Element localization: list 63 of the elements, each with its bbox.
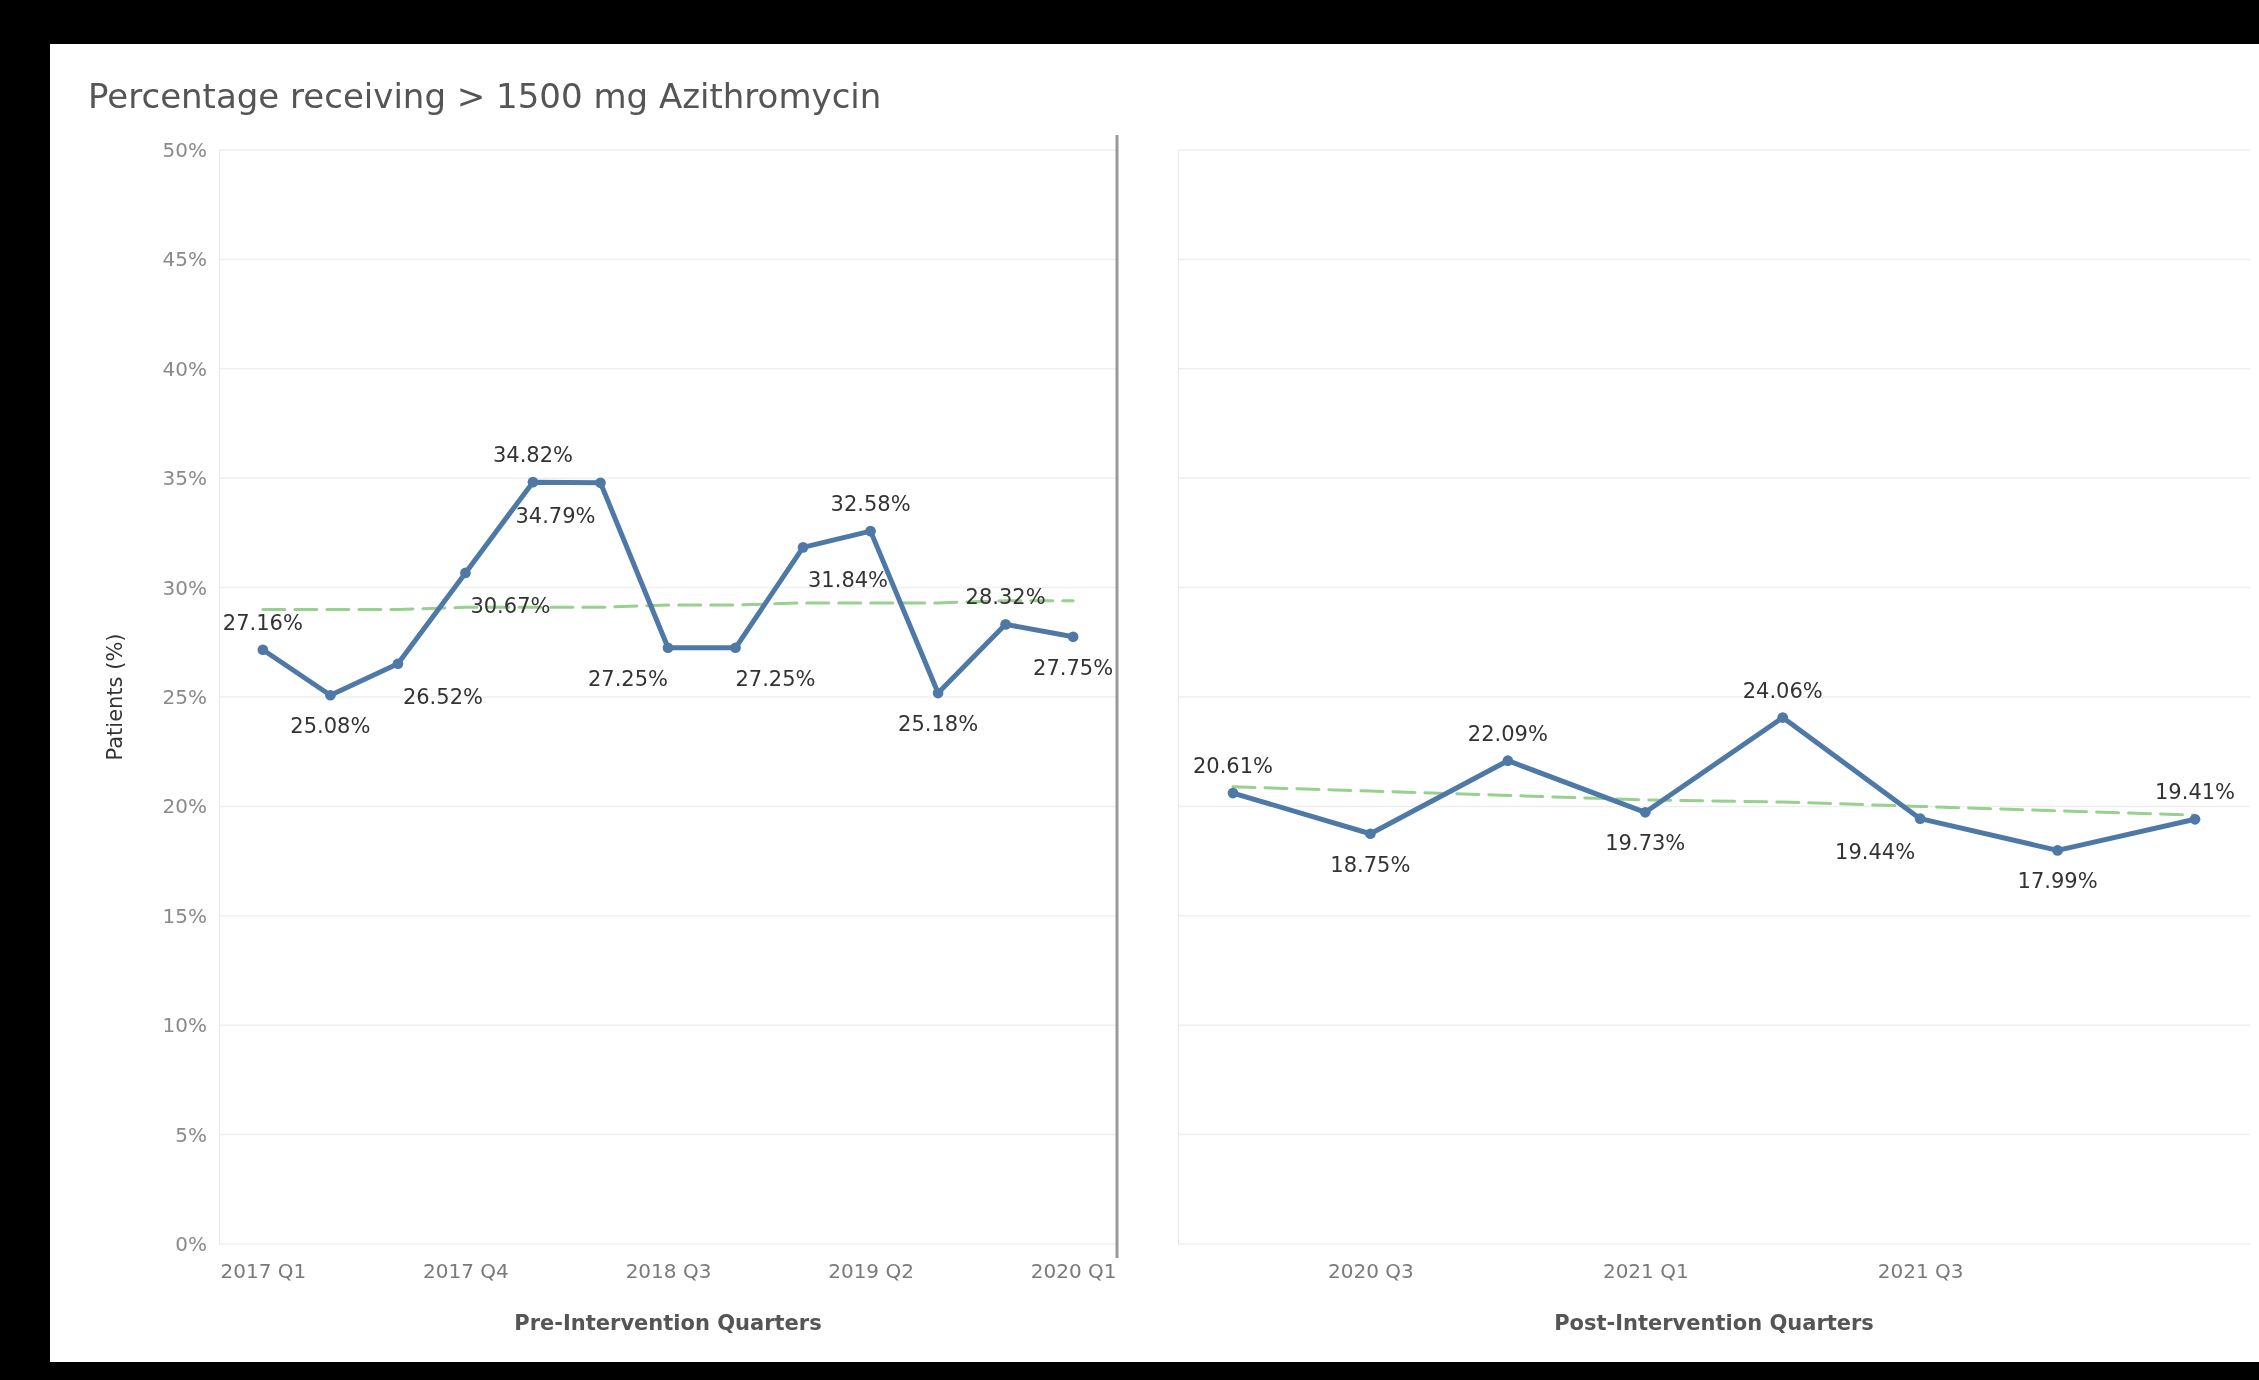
data-label: 24.06%: [1742, 678, 1823, 703]
point: [1067, 631, 1079, 643]
y-tick-label: 0%: [175, 1231, 207, 1256]
y-tick-label: 10%: [162, 1013, 207, 1038]
data-label: 27.75%: [1033, 655, 1114, 680]
x-tick-label: 2021 Q3: [1877, 1259, 1964, 1284]
data-label: 31.84%: [808, 568, 889, 593]
data-label: 19.44%: [1835, 839, 1916, 864]
y-tick-label: 5%: [175, 1122, 207, 1147]
point: [325, 689, 336, 701]
data-label: 18.75%: [1330, 852, 1411, 877]
data-label: 34.79%: [515, 503, 596, 528]
x-tick-label: 2018 Q3: [625, 1259, 712, 1284]
y-tick-label: 30%: [162, 575, 207, 600]
point: [865, 525, 876, 537]
point: [1227, 787, 1239, 799]
y-tick-label: 15%: [162, 903, 207, 928]
data-label: 19.41%: [2154, 780, 2236, 805]
data-label: 32.58%: [830, 492, 911, 517]
point: [1365, 828, 1376, 840]
data-label: 17.99%: [2017, 869, 2098, 894]
x-tick-label: 2017 Q4: [423, 1259, 509, 1284]
x-axis-title: Pre-Intervention Quarters: [514, 1311, 822, 1335]
point: [932, 687, 944, 699]
point: [1914, 813, 1926, 824]
point: [1000, 619, 1011, 630]
x-tick-label: 2019 Q2: [828, 1259, 914, 1284]
x-axis-title: Post-Intervention Quarters: [1554, 1311, 1874, 1335]
point: [662, 642, 674, 654]
chart-title: Percentage receiving > 1500 mg Azithromycin: [88, 76, 882, 116]
point: [460, 567, 471, 579]
y-axis-title: Patients (%): [103, 633, 127, 761]
data-label: 26.52%: [402, 684, 483, 709]
point: [1639, 806, 1651, 818]
point: [797, 542, 809, 553]
x-tick-label: 2021 Q1: [1602, 1259, 1689, 1284]
point: [257, 644, 269, 656]
data-label: 22.09%: [1467, 721, 1548, 746]
y-tick-label: 45%: [162, 247, 207, 272]
data-label: 34.82%: [492, 443, 573, 468]
data-label: 20.61%: [1192, 754, 1274, 779]
data-label: 27.25%: [587, 666, 669, 691]
data-label: 25.18%: [898, 712, 979, 737]
point: [730, 642, 741, 654]
x-tick-label: 2020 Q1: [1030, 1259, 1117, 1284]
point: [2189, 813, 2201, 825]
point: [1777, 712, 1789, 723]
y-tick-label: 20%: [162, 794, 207, 819]
y-tick-label: 35%: [162, 466, 207, 491]
data-label: 25.08%: [290, 714, 371, 739]
point: [527, 476, 539, 488]
data-label: 27.25%: [735, 666, 816, 691]
data-label: 27.16%: [222, 610, 303, 635]
point: [595, 477, 606, 489]
point: [1502, 755, 1514, 767]
x-tick-label: 2017 Q1: [220, 1259, 307, 1284]
y-tick-label: 50%: [162, 137, 207, 162]
data-label: 19.73%: [1605, 831, 1686, 856]
x-tick-label: 2020 Q3: [1328, 1259, 1414, 1284]
y-tick-label: 25%: [162, 684, 207, 709]
y-tick-label: 40%: [162, 356, 207, 381]
point: [2052, 845, 2063, 856]
point: [392, 658, 404, 670]
